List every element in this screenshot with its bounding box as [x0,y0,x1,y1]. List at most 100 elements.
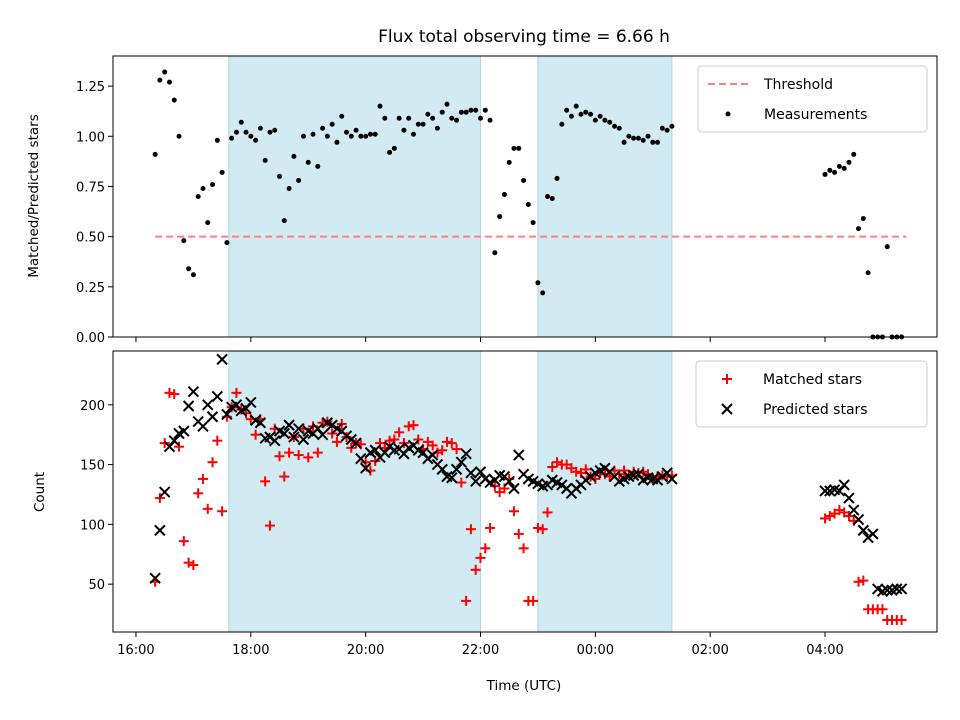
measurement-point [468,107,474,113]
predicted-star-point [666,473,678,485]
matched-star-point [408,420,419,431]
measurement-point [430,115,436,121]
measurement-point [506,159,512,165]
measurement-point [344,129,350,135]
count-panel-frame [112,350,938,633]
matched-star-point [174,441,185,452]
x-tick-label: 18:00 [232,643,269,658]
matched-star-point [858,575,869,586]
measurement-point [822,171,828,177]
measurement-point [664,127,670,133]
predicted-star-point [178,425,190,437]
predicted-star-point [182,400,195,412]
matched-star-point [537,524,548,535]
matched-star-point [384,435,395,446]
legend-predicted-marker [721,403,733,415]
measurement-point [497,214,503,220]
matched-star-point [513,528,524,539]
predicted-star-point [446,472,458,484]
predicted-star-point [848,504,860,516]
measurement-point [372,131,378,137]
count-panel: 16:00 18:00 20:00 22:00 00:00 02:00 04:00 50 100… [32,350,938,694]
measurement-point [262,157,268,163]
matched-star-point [542,507,553,518]
measurement-point [482,107,488,113]
measurement-point [353,127,359,133]
legend-predicted-label: Predicted stars [763,402,868,418]
measurement-point [525,202,531,208]
measurement-point [157,77,163,83]
measurement-point [511,145,517,151]
measurement-point [635,135,641,141]
count-legend-box [695,360,928,428]
matched-star-point [427,440,438,451]
measurement-point [439,109,445,115]
predicted-star-point [513,449,525,461]
predicted-star-point [187,385,200,398]
measurement-point [645,133,651,139]
matched-star-point [303,452,314,463]
measurement-point [277,173,283,179]
measurement-point [186,266,192,272]
predicted-star-point [455,456,468,468]
predicted-star-point [474,466,487,478]
matched-star-point [877,604,888,615]
measurement-point [841,165,847,171]
matched-star-point [619,465,630,476]
count-ylabel: Count [32,472,48,512]
measurement-point [463,109,469,115]
predicted-star-point [158,486,171,498]
measurement-point [267,129,273,135]
measurement-point [458,109,464,115]
matched-star-point [446,438,457,449]
measurement-point [535,280,541,286]
matched-star-point [317,417,328,428]
ratio-legend: Threshold Measurements [697,65,928,133]
measurement-point [214,137,220,143]
measurement-point [492,250,498,256]
predicted-star-point [292,423,305,435]
measurement-point [300,133,306,139]
measurement-point [334,139,340,145]
predicted-star-point [316,428,329,441]
y-tick-label: 100 [80,518,105,533]
matched-star-point [331,436,342,447]
measurement-point [846,159,852,165]
measurement-point [597,113,603,119]
matched-star-point [820,513,831,524]
y-tick-label: 0.50 [76,231,105,246]
measurement-point [367,131,373,137]
predicted-star-point [470,475,482,488]
matched-star-point [231,387,242,398]
measurement-point [884,244,890,250]
measurement-point [152,151,158,157]
measurement-point [391,145,397,151]
measurement-point [487,117,493,123]
measurement-point [363,133,369,139]
measurement-point [329,121,335,127]
measurement-point [358,133,364,139]
measurement-point [473,107,479,113]
measurement-point [396,115,402,121]
predicted-star-point [154,524,166,537]
measurement-point [200,185,206,191]
predicted-star-point [838,479,850,491]
measurement-point [162,69,168,75]
measurement-point [836,163,842,169]
predicted-star-point [891,583,903,595]
measurement-point [832,169,838,175]
predicted-star-point [359,462,372,474]
matched-star-point [394,427,405,438]
legend-threshold-label: Threshold [763,77,833,93]
measurement-point [406,115,412,121]
measurement-point [171,97,177,103]
measurement-point [616,125,622,131]
x-tick-label: 02:00 [691,643,728,658]
matched-star-point [475,552,486,563]
measurement-point [253,137,259,143]
matched-star-point [202,503,213,514]
matched-star-point [843,511,854,522]
matched-star-point [188,560,199,571]
predicted-star-point [197,420,209,433]
matched-star-point [470,564,481,575]
